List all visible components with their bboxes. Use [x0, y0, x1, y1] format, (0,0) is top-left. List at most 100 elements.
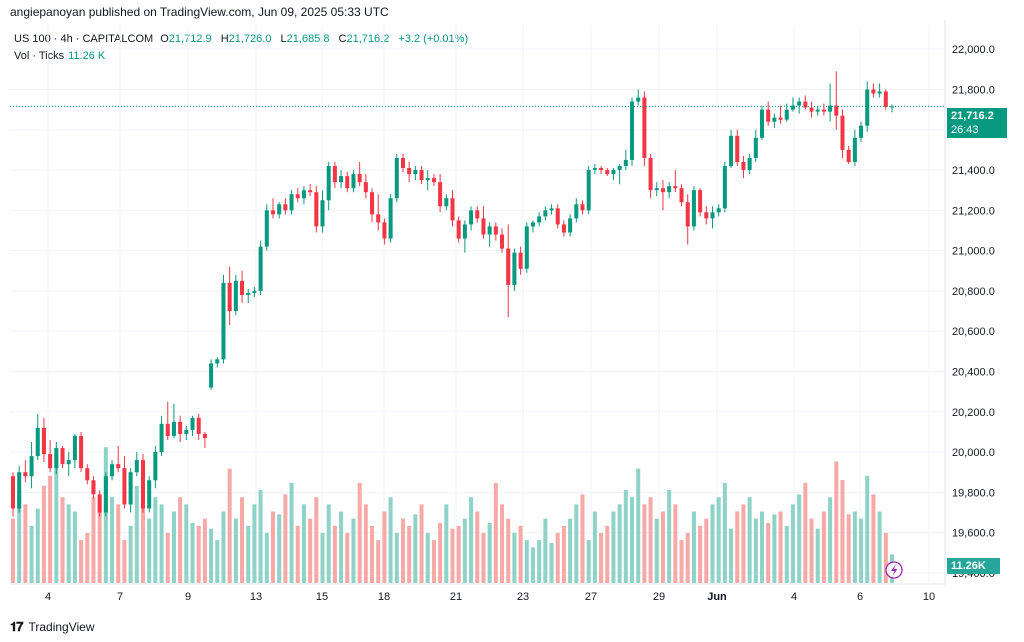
- candle-body: [815, 109, 820, 112]
- candle-body: [351, 174, 356, 189]
- candle-body: [679, 188, 684, 203]
- open-label: O: [160, 33, 169, 45]
- candle-body: [710, 212, 715, 219]
- symbol-name[interactable]: US 100 · 4h · CAPITALCOM: [14, 33, 154, 45]
- candle-body: [673, 186, 678, 189]
- volume-bar: [772, 514, 777, 583]
- volume-bar: [549, 542, 554, 583]
- volume-bar: [178, 497, 183, 583]
- candle-body: [419, 170, 424, 181]
- candle-body: [407, 168, 412, 175]
- volume-bar: [147, 518, 152, 583]
- volume-bar: [797, 494, 802, 583]
- volume-bar: [605, 525, 610, 583]
- candle-body: [518, 252, 523, 269]
- candle-body: [481, 218, 486, 235]
- volume-bar: [846, 514, 851, 583]
- volume-bar: [425, 532, 430, 583]
- volume-bar: [710, 504, 715, 583]
- candle-body: [66, 460, 71, 465]
- candle-body: [772, 117, 777, 122]
- candle-body: [493, 226, 498, 235]
- volume-bar: [487, 522, 492, 583]
- candle-body: [580, 204, 585, 211]
- candle-body: [289, 194, 294, 211]
- candle-body: [23, 472, 28, 477]
- symbol-legend: US 100 · 4h · CAPITALCOM O21,712.9 H21,7…: [14, 33, 474, 45]
- volume-bar: [289, 482, 294, 583]
- candle-body: [85, 468, 90, 481]
- candle-body: [103, 476, 108, 513]
- volume-bar: [778, 511, 783, 583]
- volume-bar: [790, 504, 795, 583]
- volume-bar: [233, 518, 238, 583]
- candle-body: [456, 220, 461, 239]
- volume-bar: [295, 525, 300, 583]
- x-tick-label: 15: [316, 591, 328, 603]
- candle-body: [345, 176, 350, 189]
- candle-body: [240, 280, 245, 295]
- tradingview-logo-icon[interactable]: 𝟏𝟕: [10, 619, 24, 634]
- candle-body: [140, 460, 146, 509]
- candle-body: [339, 176, 344, 183]
- volume-bar: [574, 504, 579, 583]
- volume-legend[interactable]: Vol · Ticks 11.26 K: [14, 50, 105, 62]
- candle-body: [196, 417, 201, 434]
- candle-body: [667, 186, 672, 193]
- candle-body: [72, 435, 77, 461]
- volume-bar: [753, 518, 758, 583]
- y-tick-label: 21,400.0: [952, 165, 995, 177]
- candle-body: [382, 222, 387, 239]
- volume-bar: [400, 518, 405, 583]
- volume-bar: [277, 514, 282, 583]
- volume-bar: [252, 504, 257, 583]
- candle-body: [729, 135, 734, 167]
- candle-body: [685, 202, 690, 227]
- candle-body: [122, 468, 127, 505]
- volume-bar: [648, 497, 653, 583]
- volume-bar: [394, 532, 399, 583]
- candle-body: [506, 248, 511, 285]
- candle-body: [264, 210, 269, 247]
- candle-body: [165, 423, 170, 436]
- volume-bar: [110, 497, 115, 583]
- volume-bar: [190, 522, 195, 583]
- volume-bar: [438, 522, 443, 583]
- candle-body: [233, 280, 238, 312]
- volume-bar: [66, 504, 71, 583]
- candle-body: [29, 456, 34, 477]
- candle-body: [574, 204, 579, 219]
- footer-brand[interactable]: TradingView: [28, 620, 95, 634]
- volume-bar: [475, 511, 480, 583]
- candle-body: [555, 208, 560, 225]
- x-tick-label: 23: [517, 591, 529, 603]
- candle-body: [623, 159, 628, 167]
- volume-bar: [871, 494, 876, 583]
- x-tick-label: 13: [250, 591, 262, 603]
- candle-body: [332, 166, 337, 183]
- candle-body: [178, 421, 183, 434]
- candle-body: [184, 429, 189, 434]
- volume-bar: [382, 511, 387, 583]
- time-axis[interactable]: 4 7 9 13 15 18 21 23 27 29 Jun 4 6 10: [45, 591, 935, 603]
- candle-body: [283, 204, 288, 211]
- volume-bar: [568, 518, 573, 583]
- high-label: H: [220, 33, 229, 45]
- x-tick-label: 6: [857, 591, 863, 603]
- x-tick-label: 4: [791, 591, 797, 603]
- x-tick-label: 21: [450, 591, 462, 603]
- volume-bar: [91, 497, 96, 583]
- candle-body: [698, 190, 703, 213]
- x-tick-label: 18: [378, 591, 390, 603]
- volume-bar: [716, 497, 721, 583]
- volume-bar: [741, 504, 746, 583]
- candle-body: [840, 115, 845, 150]
- candle-body: [871, 89, 876, 94]
- open-value: 21,712.9: [168, 33, 212, 45]
- candle-body: [865, 89, 870, 126]
- candle-body: [605, 170, 610, 175]
- volume-bar: [530, 547, 535, 583]
- volume-bar: [462, 518, 467, 583]
- lightning-icon[interactable]: [885, 561, 903, 579]
